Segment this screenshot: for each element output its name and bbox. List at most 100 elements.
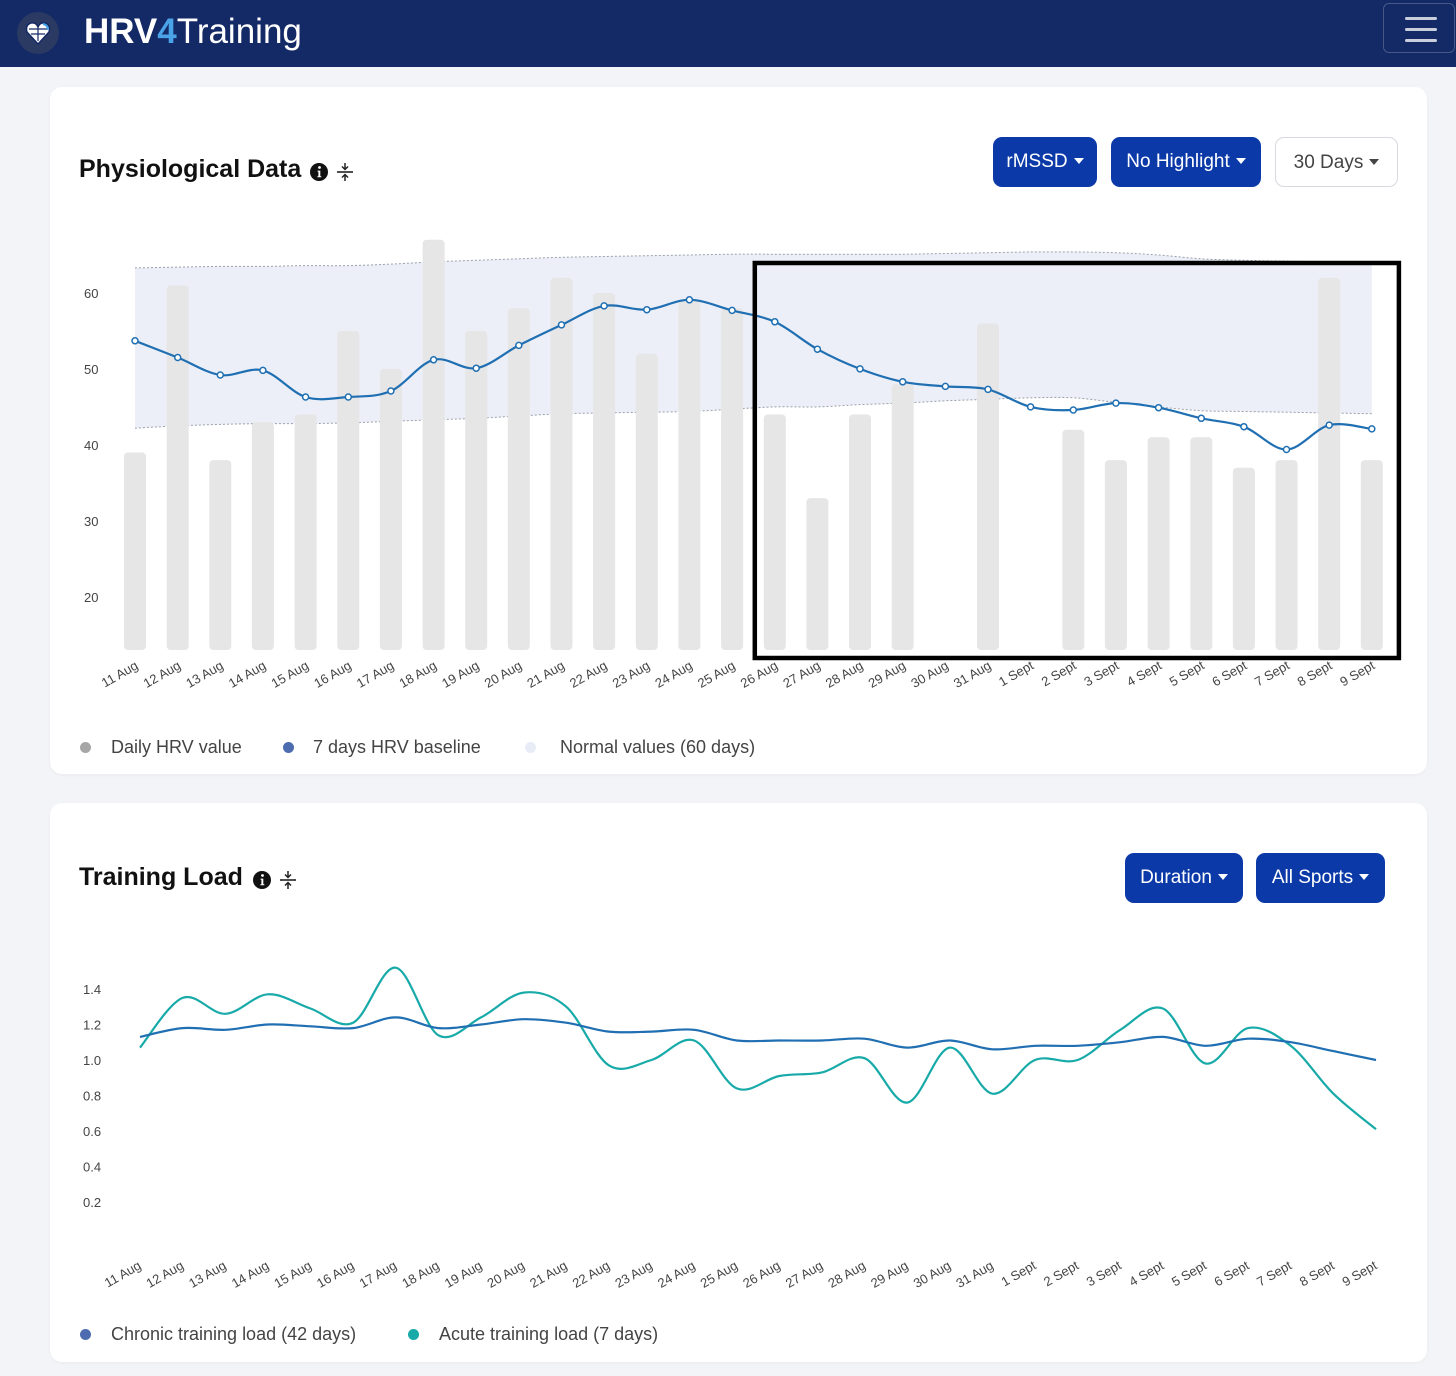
hrv-bar-6-sept[interactable] xyxy=(1232,467,1255,650)
load-x-tick-label: 23 Aug xyxy=(612,1258,655,1291)
hrv-baseline-point-9-sept[interactable] xyxy=(1368,425,1376,433)
load-metric-dropdown-label: Duration xyxy=(1140,867,1212,888)
hrv-baseline-point-16-aug[interactable] xyxy=(344,393,353,401)
hrv-bar-17-aug[interactable] xyxy=(379,368,402,650)
hrv-bar-22-aug[interactable] xyxy=(593,293,616,650)
hrv-bar-28-aug[interactable] xyxy=(849,414,871,651)
hrv-x-tick-label: 11 Aug xyxy=(99,658,141,691)
hrv-x-tick-label: 16 Aug xyxy=(311,658,354,691)
hrv-x-tick-label: 20 Aug xyxy=(482,658,525,691)
load-metric-dropdown-button[interactable]: Duration xyxy=(1125,853,1243,903)
training-load-chart[interactable]: 0.2 0.4 0.6 0.8 1.0 1.2 1.4 11 Aug 12 Aug 13 Aug… xyxy=(50,803,1427,1323)
hrv-bar-29-aug[interactable] xyxy=(891,384,914,650)
hrv-baseline-point-18-aug[interactable] xyxy=(429,356,438,364)
hrv-x-tick-label: 6 Sept xyxy=(1209,657,1249,689)
hrv-bar-24-aug[interactable] xyxy=(678,300,701,650)
hrv-baseline-point-21-aug[interactable] xyxy=(557,321,566,329)
hrv-bar-12-aug[interactable] xyxy=(166,285,189,650)
hrv-bar-18-aug[interactable] xyxy=(422,239,445,651)
hrv-baseline-point-1-sept[interactable] xyxy=(1026,403,1035,411)
hrv-bar-27-aug[interactable] xyxy=(806,498,829,650)
hrv-x-tick-label: 3 Sept xyxy=(1081,657,1121,689)
hamburger-icon-line xyxy=(1405,39,1437,42)
hrv-bar-7-sept[interactable] xyxy=(1275,460,1298,650)
hrv-baseline-point-29-aug[interactable] xyxy=(898,378,907,386)
hrv-x-tick-label: 13 Aug xyxy=(183,658,226,691)
metric-dropdown-button[interactable]: rMSSD xyxy=(993,137,1097,187)
info-icon[interactable] xyxy=(309,162,329,182)
hrv-y-tick-label: 30 xyxy=(84,514,98,529)
hrv-bar-11-aug[interactable] xyxy=(124,452,146,651)
hrv-bar-9-sept[interactable] xyxy=(1360,460,1383,650)
hrv-chart[interactable]: 20 30 40 50 60 11 Aug 12 Aug 13 Aug 14 Aug 15 Au… xyxy=(50,87,1427,727)
hrv-bar-31-aug[interactable] xyxy=(977,323,999,650)
highlight-dropdown-label: No Highlight xyxy=(1126,151,1230,172)
hrv-baseline-point-22-aug[interactable] xyxy=(600,302,608,310)
hrv-baseline-point-30-aug[interactable] xyxy=(941,382,950,391)
hrv-bar-15-aug[interactable] xyxy=(294,414,317,651)
hrv-baseline-point-14-aug[interactable] xyxy=(259,366,267,375)
hrv-bar-21-aug[interactable] xyxy=(550,277,573,650)
brand-name[interactable]: HRV4Training xyxy=(84,8,302,56)
hrv-baseline-point-4-sept[interactable] xyxy=(1154,403,1163,412)
collapse-icon[interactable] xyxy=(278,870,298,890)
legend-acute-load[interactable]: Acute training load (7 days) xyxy=(439,1324,659,1344)
legend-normal-values[interactable]: Normal values (60 days) xyxy=(560,737,756,757)
hrv-baseline-point-19-aug[interactable] xyxy=(472,364,480,372)
highlight-dropdown-button[interactable]: No Highlight xyxy=(1111,137,1261,187)
hrv-baseline-point-27-aug[interactable] xyxy=(813,345,822,353)
hamburger-icon-line xyxy=(1405,28,1437,31)
heart-logo-icon[interactable] xyxy=(16,11,60,55)
hrv-baseline-point-28-aug[interactable] xyxy=(856,365,864,373)
hrv-baseline-point-23-aug[interactable] xyxy=(643,305,651,314)
brand-hrv: HRV xyxy=(84,12,158,51)
hrv-baseline-point-12-aug[interactable] xyxy=(173,353,182,362)
hamburger-menu-button[interactable] xyxy=(1383,3,1455,53)
hrv-bar-23-aug[interactable] xyxy=(635,353,658,650)
hrv-bar-5-sept[interactable] xyxy=(1190,437,1213,650)
load-x-tick-label: 18 Aug xyxy=(399,1258,442,1291)
hrv-bar-16-aug[interactable] xyxy=(337,330,360,650)
hrv-baseline-point-24-aug[interactable] xyxy=(685,296,694,304)
hrv-bar-13-aug[interactable] xyxy=(209,460,232,650)
hrv-x-tick-label: 14 Aug xyxy=(226,658,269,691)
hrv-bar-19-aug[interactable] xyxy=(465,330,488,650)
hrv-bar-26-aug[interactable] xyxy=(763,414,786,651)
legend-baseline-dot xyxy=(283,742,294,753)
legend-daily-hrv[interactable]: Daily HRV value xyxy=(111,737,242,757)
hrv-bar-3-sept[interactable] xyxy=(1104,460,1127,650)
hrv-bar-20-aug[interactable] xyxy=(507,308,530,650)
hrv-baseline-point-6-sept[interactable] xyxy=(1240,422,1248,431)
hrv-baseline-point-25-aug[interactable] xyxy=(728,306,736,315)
collapse-icon[interactable] xyxy=(335,162,355,182)
sport-dropdown-button[interactable]: All Sports xyxy=(1256,853,1385,903)
load-x-tick-label: 11 Aug xyxy=(102,1258,144,1291)
hrv-baseline-point-17-aug[interactable] xyxy=(387,387,395,395)
hrv-y-tick-label: 20 xyxy=(84,590,98,605)
hrv-baseline-point-31-aug[interactable] xyxy=(984,385,992,394)
caret-down-icon xyxy=(1235,158,1246,164)
hrv-baseline-point-5-sept[interactable] xyxy=(1197,414,1206,423)
legend-hrv-baseline[interactable]: 7 days HRV baseline xyxy=(313,737,481,757)
hrv-x-tick-label: 22 Aug xyxy=(567,658,610,691)
hrv-baseline-point-15-aug[interactable] xyxy=(301,393,310,401)
hrv-bar-4-sept[interactable] xyxy=(1147,437,1170,650)
hrv-bar-2-sept[interactable] xyxy=(1062,429,1085,650)
hrv-baseline-point-2-sept[interactable] xyxy=(1069,406,1078,414)
legend-daily-dot xyxy=(80,742,91,753)
info-icon[interactable] xyxy=(252,870,272,890)
load-x-tick-label: 17 Aug xyxy=(357,1258,400,1291)
hrv-bar-8-sept[interactable] xyxy=(1318,277,1341,650)
range-dropdown-button[interactable]: 30 Days xyxy=(1275,137,1398,187)
hrv-baseline-point-20-aug[interactable] xyxy=(515,341,523,350)
hrv-baseline-point-8-sept[interactable] xyxy=(1325,421,1333,429)
hrv-baseline-point-13-aug[interactable] xyxy=(216,371,225,379)
load-x-tick-label: 26 Aug xyxy=(740,1258,783,1291)
hrv-baseline-point-11-aug[interactable] xyxy=(131,337,139,345)
legend-chronic-load[interactable]: Chronic training load (42 days) xyxy=(111,1324,357,1344)
hrv-baseline-point-26-aug[interactable] xyxy=(771,318,779,326)
hrv-baseline-point-3-sept[interactable] xyxy=(1112,399,1120,407)
hrv-baseline-point-7-sept[interactable] xyxy=(1282,445,1291,454)
hrv-bar-14-aug[interactable] xyxy=(251,422,274,650)
hrv-bar-25-aug[interactable] xyxy=(721,308,744,650)
